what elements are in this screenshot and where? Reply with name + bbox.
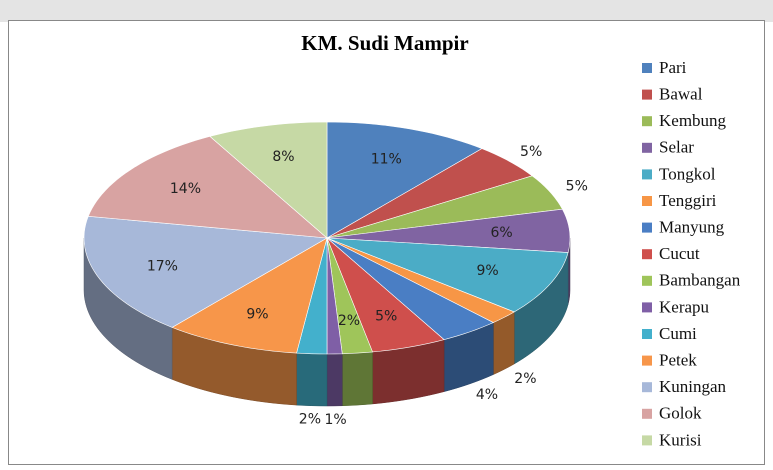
chart-title: KM. Sudi Mampir <box>301 31 468 55</box>
data-label: 4% <box>476 387 498 403</box>
legend-label: Manyung <box>659 218 725 237</box>
data-label: 5% <box>566 178 588 194</box>
data-label: 8% <box>272 149 294 165</box>
data-label: 2% <box>299 412 321 428</box>
data-label: 6% <box>491 225 513 241</box>
slice <box>87 136 328 239</box>
legend-label: Kerapu <box>659 297 710 316</box>
legend-label: Petek <box>659 351 697 370</box>
legend-label: Bawal <box>659 85 703 104</box>
legend-label: Selar <box>659 138 694 157</box>
data-label: 9% <box>246 307 268 323</box>
legend-swatch <box>642 355 652 366</box>
slice <box>171 237 328 354</box>
legend-label: Bambangan <box>659 271 741 290</box>
legend-label: Kurisi <box>659 430 702 449</box>
slice <box>326 148 533 239</box>
legend-swatch <box>642 275 652 286</box>
slice-side <box>326 353 343 407</box>
slice <box>209 121 328 239</box>
slice <box>326 237 445 353</box>
legend-label: Tongkol <box>659 164 716 183</box>
slice-side <box>296 352 328 407</box>
slice <box>326 175 563 239</box>
legend-swatch <box>642 329 652 339</box>
data-label: 11% <box>371 151 402 167</box>
slice <box>326 208 571 253</box>
legend-swatch <box>642 302 652 313</box>
legend-label: Tenggiri <box>659 191 717 210</box>
legend-swatch <box>642 196 652 206</box>
legend-swatch <box>642 435 652 446</box>
legend-label: Kembung <box>659 111 727 130</box>
slice-side <box>342 351 373 407</box>
data-label: 1% <box>324 412 346 428</box>
legend-swatch <box>642 89 652 100</box>
slice <box>326 121 483 239</box>
data-label: 9% <box>476 263 498 279</box>
legend-swatch <box>642 63 652 73</box>
legend-swatch <box>642 116 652 127</box>
legend-swatch <box>642 169 652 180</box>
slice <box>83 215 328 328</box>
top-band <box>0 0 773 22</box>
slice <box>326 237 569 313</box>
legend-swatch <box>642 249 652 260</box>
slice <box>326 237 495 340</box>
legend-label: Golok <box>659 404 702 423</box>
legend-swatch <box>642 222 652 233</box>
legend-swatch <box>642 408 652 419</box>
data-label: 14% <box>170 181 201 197</box>
data-label: 5% <box>520 144 542 160</box>
data-label: 2% <box>338 313 360 329</box>
legend-label: Kuningan <box>659 377 727 396</box>
data-label: 5% <box>375 309 397 325</box>
legend-label: Pari <box>659 58 687 77</box>
legend-swatch <box>642 382 652 393</box>
legend-swatch <box>642 142 652 153</box>
data-label: 17% <box>147 258 178 274</box>
legend-label: Cumi <box>659 324 697 343</box>
legend-label: Cucut <box>659 244 700 263</box>
data-label: 2% <box>514 371 536 387</box>
